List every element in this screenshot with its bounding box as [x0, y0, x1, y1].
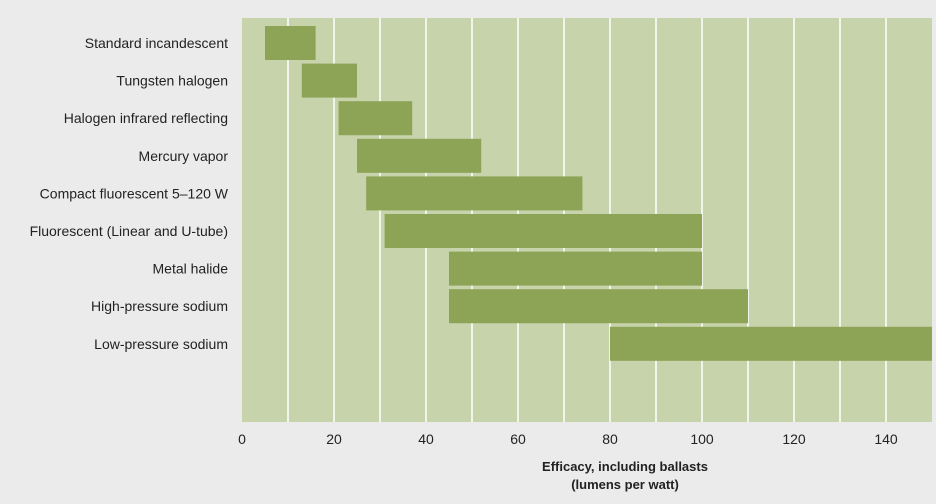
- x-tick-label: 20: [326, 431, 342, 447]
- category-label: Standard incandescent: [85, 35, 228, 51]
- x-tick-label: 0: [238, 431, 246, 447]
- bar-8: [610, 326, 932, 361]
- x-axis-title-line2: (lumens per watt): [571, 477, 679, 492]
- x-tick-label: 120: [782, 431, 806, 447]
- x-tick-label: 40: [418, 431, 434, 447]
- category-label: Metal halide: [153, 261, 229, 277]
- category-label: Low-pressure sodium: [94, 336, 228, 352]
- bar-4: [366, 176, 583, 211]
- x-tick-labels: 0 20 40 60 80 100 120 140: [238, 431, 898, 447]
- x-tick-label: 100: [690, 431, 714, 447]
- category-labels: Standard incandescent Tungsten halogen Hal…: [30, 35, 229, 352]
- bar-7: [449, 289, 748, 324]
- x-axis-title-line1: Efficacy, including ballasts: [542, 459, 708, 474]
- category-label: Halogen infrared reflecting: [64, 110, 228, 126]
- bar-5: [384, 214, 702, 248]
- x-tick-label: 140: [874, 431, 898, 447]
- bar-3: [357, 138, 482, 173]
- category-label: Fluorescent (Linear and U-tube): [30, 223, 228, 239]
- bar-1: [301, 63, 357, 98]
- category-label: Mercury vapor: [139, 148, 229, 164]
- bar-6: [449, 251, 702, 286]
- x-tick-label: 80: [602, 431, 618, 447]
- category-label: High-pressure sodium: [91, 298, 228, 314]
- x-tick-label: 60: [510, 431, 526, 447]
- category-label: Compact fluorescent 5–120 W: [40, 185, 229, 201]
- bar-series: [265, 26, 932, 361]
- category-label: Tungsten halogen: [116, 73, 228, 89]
- bar-2: [338, 101, 413, 136]
- bar-0: [265, 26, 316, 60]
